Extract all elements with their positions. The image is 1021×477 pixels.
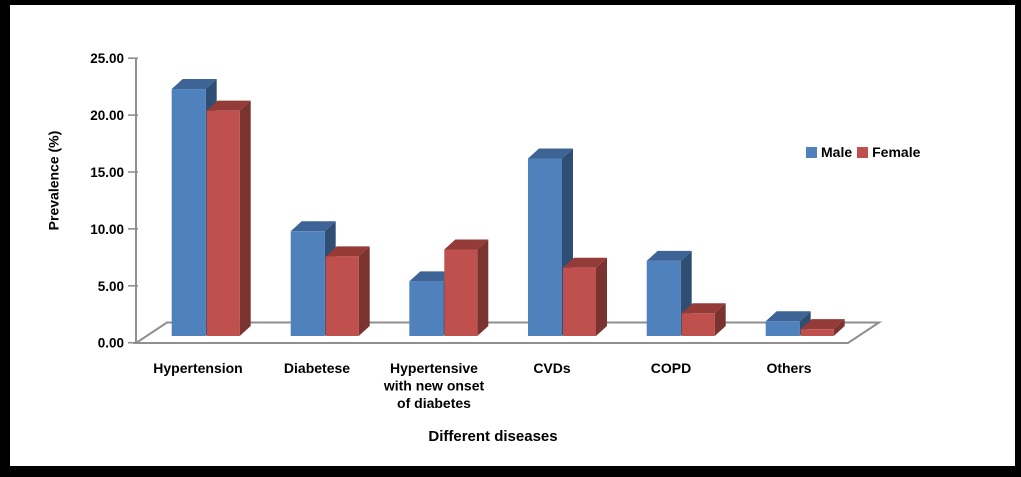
bar-male-front [646, 260, 681, 336]
x-category-label: COPD [651, 360, 691, 376]
y-tick-label: 5.00 [98, 279, 124, 294]
y-tick-label: 25.00 [90, 51, 124, 66]
bar-female-side [596, 257, 607, 336]
bar-male-top [409, 271, 455, 282]
y-tick-label: 15.00 [90, 165, 124, 180]
female-series-swatch-icon [857, 146, 869, 158]
bar-female-side [477, 239, 489, 336]
bar-female-front [444, 249, 478, 336]
y-tick-label: 0.00 [98, 336, 124, 351]
x-category-label: Hypertension [153, 360, 242, 376]
x-category-label: Diabetese [284, 360, 350, 376]
bar-group-3 [528, 148, 607, 336]
x-category-label: with new onset [383, 378, 485, 394]
x-category-label: CVDs [533, 360, 571, 376]
bar-group-2 [409, 239, 489, 336]
bar-female-top [206, 100, 251, 111]
y-tick-label: 20.00 [90, 108, 124, 123]
bar-female-top [563, 257, 607, 268]
y-axis-title: Prevalence (%) [45, 130, 62, 231]
bar-group-1 [290, 221, 370, 336]
x-category-label: Others [766, 360, 811, 376]
bar-male-top [290, 221, 336, 232]
bar-female-side [714, 303, 726, 336]
legend: Male Female [806, 144, 920, 160]
bar-female-front [681, 313, 715, 336]
bar-male-top [171, 79, 217, 90]
bar-male-front [290, 231, 325, 336]
bar-female-side [833, 319, 845, 336]
male-series-swatch-icon [806, 146, 817, 158]
bar-male-top [528, 148, 573, 159]
legend-item-female: Female [857, 144, 920, 160]
bar-female-top [681, 303, 726, 314]
legend-label-male: Male [821, 144, 853, 160]
x-category-label: of diabetes [397, 395, 471, 411]
bar-female-top [444, 239, 489, 250]
legend-label-female: Female [872, 144, 921, 160]
bar-female-front [800, 329, 834, 336]
bar-female-side [358, 246, 370, 336]
bar-female-top [800, 319, 845, 330]
x-category-label: Hypertensive [390, 360, 478, 376]
bar-male-top [646, 250, 692, 261]
x-axis-title: Different diseases [428, 428, 558, 445]
bar-female-side [239, 100, 251, 337]
bar-female-top [325, 246, 370, 257]
legend-item-male: Male [806, 144, 852, 160]
bar-female-front [206, 110, 240, 337]
bar-group-5 [765, 311, 845, 336]
bar-male-front [765, 321, 800, 336]
bar-group-4 [646, 250, 726, 336]
bar-group-0 [171, 79, 251, 337]
bar-female-front [563, 267, 596, 336]
bar-male-front [409, 281, 444, 336]
y-tick-label: 10.00 [90, 222, 124, 237]
bar-male-top [765, 311, 811, 322]
bar-male-front [528, 158, 562, 336]
bar-male-front [171, 89, 206, 336]
bar-female-front [325, 256, 359, 336]
